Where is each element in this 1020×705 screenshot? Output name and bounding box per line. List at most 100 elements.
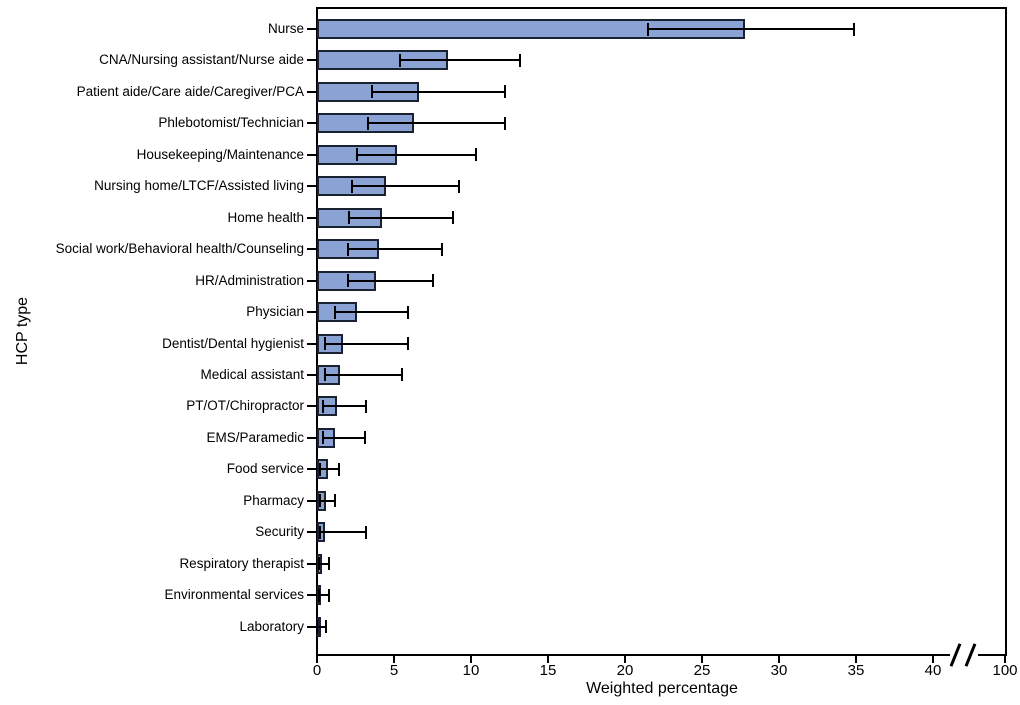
x-axis-tick [316, 655, 318, 663]
category-label: Food service [226, 461, 304, 477]
error-bar-cap-high [337, 462, 340, 476]
error-bar-cap-low [323, 368, 326, 382]
error-bar-cap-low [399, 53, 402, 67]
error-bar-cap-high [853, 22, 856, 36]
x-axis-tick-label: 25 [693, 662, 711, 679]
y-axis-tick [307, 90, 316, 93]
error-bar-cap-low [334, 305, 337, 319]
error-bar-line [320, 499, 336, 502]
y-axis-tick [307, 405, 316, 408]
error-bar-cap-high [457, 179, 460, 193]
x-axis-tick-label: 15 [539, 662, 557, 679]
y-axis-tick [307, 153, 316, 156]
x-axis-tick-label: 35 [847, 662, 865, 679]
error-bar-cap-high [406, 305, 409, 319]
error-bar-line [367, 122, 505, 125]
y-axis-tick [307, 311, 316, 314]
category-label: Medical assistant [200, 366, 304, 382]
error-bar-cap-low [351, 179, 354, 193]
error-bar-cap-low [346, 274, 349, 288]
category-label: Home health [227, 209, 304, 225]
y-axis-tick [307, 531, 316, 534]
error-bar-line [323, 405, 367, 408]
category-label: Phlebotomist/Technician [158, 115, 304, 131]
error-bar-line [323, 436, 365, 439]
x-axis-tick [778, 655, 780, 663]
x-axis-tick [547, 655, 549, 663]
error-bar-cap-low [316, 620, 318, 634]
error-bar-cap-high [503, 85, 506, 99]
category-label: Respiratory therapist [179, 555, 304, 571]
y-axis-tick [307, 373, 316, 376]
category-label: EMS/Paramedic [206, 429, 304, 445]
error-bar-cap-low [346, 242, 349, 256]
x-axis-tick-label: 30 [770, 662, 788, 679]
x-axis-tick [470, 655, 472, 663]
x-axis-tick [932, 655, 934, 663]
y-axis-tick [307, 28, 316, 30]
y-axis-tick [307, 279, 316, 282]
category-label: Dentist/Dental hygienist [162, 335, 304, 351]
y-axis-tick [307, 59, 316, 62]
error-bar-cap-low [371, 85, 374, 99]
y-axis-tick [307, 122, 316, 125]
x-axis-tick [701, 655, 703, 663]
error-bar-cap-low [322, 399, 325, 413]
category-label: Pharmacy [243, 492, 304, 508]
x-axis-tick-label: 40 [924, 662, 942, 679]
category-label: Environmental services [164, 587, 304, 603]
error-bar-cap-high [474, 148, 477, 162]
error-bar-cap-high [431, 274, 434, 288]
error-bar-line [400, 59, 521, 62]
error-bar-cap-high [365, 525, 368, 539]
x-axis-tick [624, 655, 626, 663]
category-label: Physician [246, 304, 304, 320]
error-bar-cap-high [451, 211, 454, 225]
y-axis-tick [307, 594, 316, 597]
error-bar-line [320, 531, 367, 534]
error-bar-cap-high [363, 431, 366, 445]
error-bar-line [318, 594, 330, 597]
error-bar-cap-low [356, 148, 359, 162]
error-bar-cap-low [319, 462, 322, 476]
y-axis-tick [307, 499, 316, 502]
axis-break-gap [950, 652, 978, 660]
error-bar-cap-low [348, 211, 351, 225]
category-label: HR/Administration [195, 272, 304, 288]
error-bar-cap-low [647, 22, 650, 36]
plot-area [316, 7, 1007, 656]
error-bar-cap-low [319, 525, 322, 539]
y-axis-tick [307, 625, 316, 628]
category-label: Laboratory [239, 618, 304, 634]
error-bar-cap-high [406, 337, 409, 350]
x-axis-tick-label: 0 [312, 662, 322, 679]
y-axis-tick [307, 185, 316, 188]
x-axis-tick [393, 655, 395, 663]
error-bar-line [324, 342, 408, 345]
error-bar-cap-high [328, 557, 331, 571]
x-axis-tick-label: 100 [992, 662, 1018, 679]
category-label: CNA/Nursing assistant/Nurse aide [99, 52, 304, 68]
error-bar-cap-low [322, 431, 325, 445]
error-bar-cap-low [323, 337, 326, 350]
error-bar-cap-high [325, 620, 328, 634]
error-bar-line [324, 373, 402, 376]
error-bar-cap-low [319, 494, 322, 508]
y-axis-tick [307, 342, 316, 345]
x-axis-tick [1004, 655, 1006, 663]
category-label: Nursing home/LTCF/Assisted living [94, 178, 304, 194]
error-bar-line [349, 216, 453, 219]
category-label: Social work/Behavioral health/Counseling [55, 241, 304, 257]
y-axis-tick [307, 468, 316, 471]
error-bar-cap-high [440, 242, 443, 256]
x-axis-tick-label: 10 [462, 662, 480, 679]
category-label: Nurse [267, 21, 304, 36]
category-label: Housekeeping/Maintenance [136, 146, 304, 162]
error-bar-cap-low [366, 116, 369, 130]
error-bar-line [320, 468, 339, 471]
error-bar-cap-high [328, 588, 331, 602]
error-bar-line [357, 153, 476, 156]
error-bar-cap-high [503, 116, 506, 130]
y-axis-tick [307, 436, 316, 439]
